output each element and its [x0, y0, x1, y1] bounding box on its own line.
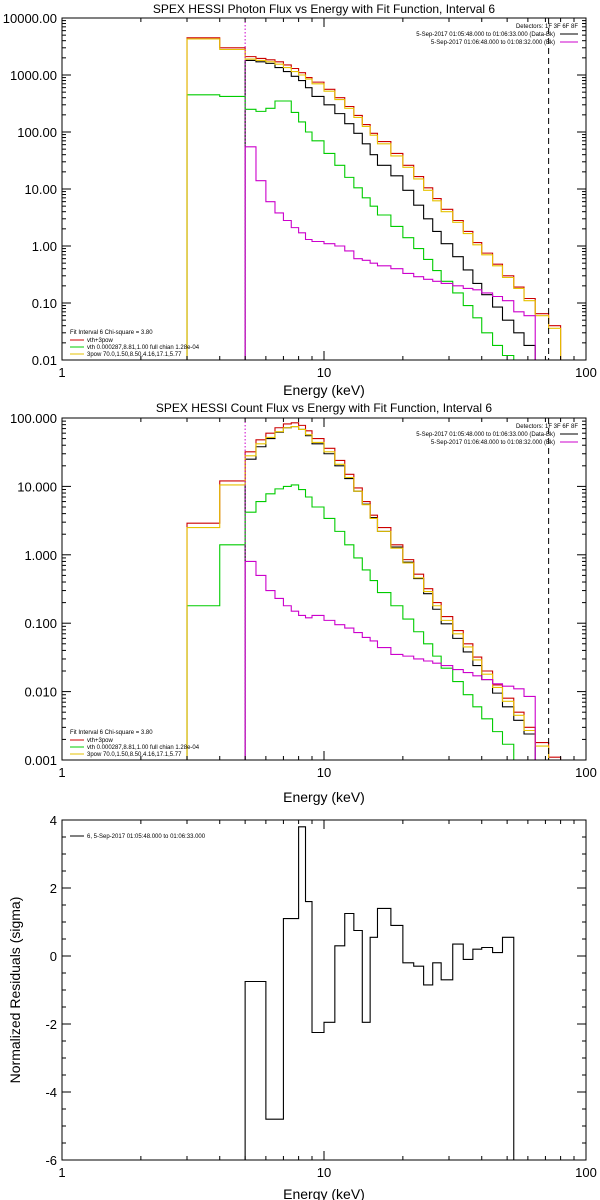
p0-xtick-label: 10	[317, 365, 331, 380]
p1-legend-entry-thermal: vth 0.000287,8.81,1.00 full chian 1.28e-…	[87, 745, 200, 751]
p2-series-6	[244, 826, 515, 1160]
p1-legend-entry-total: vth+3pow	[87, 738, 114, 744]
p2-legend-top: 6, 5-Sep-2017 01:05:48.000 to 01:06:33.0…	[70, 834, 206, 840]
p1-series-3pow	[186, 426, 562, 760]
p0-legend-top-entry-data: 5-Sep-2017 01:05:48.000 to 01:06:33.000 …	[416, 32, 555, 38]
p0-legend-entry-thermal: vth 0.000287,8.81,1.00 full chian 1.28e-…	[87, 345, 200, 351]
p2-ytick-label: 4	[50, 813, 57, 828]
p1-frame	[61, 417, 587, 761]
p1-ytick-label: 0.010	[24, 685, 57, 700]
p1-title: SPEX HESSI Count Flux vs Energy with Fit…	[156, 401, 492, 415]
p2-legend-entry: 6, 5-Sep-2017 01:05:48.000 to 01:06:33.0…	[87, 834, 206, 840]
p0-ytick-label: 1.00	[32, 239, 57, 254]
p0-series-vth	[186, 94, 515, 360]
p1-xtick-label: 100	[575, 765, 597, 780]
p1-legend-top: Detectors: 1F 3F 6F 8F 5-Sep-2017 01:05:…	[416, 424, 578, 446]
p0-series-3pow	[186, 38, 562, 360]
p2-xtick-label: 10	[317, 1165, 331, 1180]
p1-ytick-label: 0.100	[24, 616, 57, 631]
p2-ytick-label: -6	[45, 1153, 57, 1168]
p1-legend-top-header: Detectors: 1F 3F 6F 8F	[516, 424, 578, 430]
p0-xtick-label: 1	[58, 365, 65, 380]
p1-xtick-label: 10	[317, 765, 331, 780]
p2-xlabel: Energy (keV)	[283, 1186, 365, 1200]
p0-legend-top: Detectors: 1F 3F 6F 8F 5-Sep-2017 01:05:…	[416, 24, 578, 46]
p0-legend-top-header: Detectors: 1F 3F 6F 8F	[516, 24, 578, 30]
p0-legend-entry-total: vth+3pow	[87, 338, 114, 344]
p1-legend-bottom-header: Fit Interval 6 Chi-square = 3.80	[70, 730, 153, 736]
p0-ytick-label: 1000.00	[10, 68, 57, 83]
p2-xtick-label: 1	[58, 1165, 65, 1180]
residuals-panel: 1 10 100 -6 -4 -2 0 2 4 Energy (keV) Normalized…	[7, 813, 597, 1200]
p1-xtick-label: 1	[58, 765, 65, 780]
p0-series-data-bk	[244, 59, 536, 360]
p0-frame	[61, 17, 587, 361]
p0-ytick-label: 10.00	[24, 182, 57, 197]
p0-ytick-label: 100.00	[17, 125, 57, 140]
p1-xlabel: Energy (keV)	[283, 789, 365, 805]
p0-series-bk	[244, 146, 536, 360]
p1-legend-bottom: Fit Interval 6 Chi-square = 3.80 vth+3po…	[70, 730, 200, 758]
p1-ytick-label: 1.000	[24, 548, 57, 563]
count-flux-panel: SPEX HESSI Count Flux vs Energy with Fit…	[10, 401, 597, 805]
p0-xtick-label: 100	[575, 365, 597, 380]
p1-series-data-bk	[244, 426, 536, 760]
p1-legend-entry-powerlaw: 3pow 70.0,1.50,8.50,4.16,17.1,5.77	[87, 752, 182, 758]
p1-ytick-label: 100.000	[10, 411, 57, 426]
p0-ytick-label: 0.01	[32, 353, 57, 368]
p2-frame	[61, 819, 587, 1161]
p1-series-vth-3pow	[186, 422, 562, 760]
p1-ytick-label: 10.000	[17, 479, 57, 494]
p1-ytick-label: 0.001	[24, 753, 57, 768]
p2-ytick-label: 0	[50, 949, 57, 964]
p2-ytick-label: -4	[45, 1085, 57, 1100]
p0-xlabel: Energy (keV)	[283, 382, 365, 398]
p0-legend-bottom: Fit Interval 6 Chi-square = 3.80 vth+3po…	[70, 330, 200, 358]
p0-ytick-label: 10000.00	[3, 11, 57, 26]
p2-ylabel: Normalized Residuals (sigma)	[7, 897, 23, 1084]
p1-legend-top-entry-bk: 5-Sep-2017 01:06:48.000 to 01:08:32.000 …	[431, 440, 555, 446]
photon-flux-panel: SPEX HESSI Photon Flux vs Energy with Fi…	[3, 2, 597, 398]
p2-xtick-label: 100	[575, 1165, 597, 1180]
p0-legend-bottom-header: Fit Interval 6 Chi-square = 3.80	[70, 330, 153, 336]
p1-legend-top-entry-data: 5-Sep-2017 01:05:48.000 to 01:06:33.000 …	[416, 432, 555, 438]
p1-series-bk	[244, 560, 536, 760]
p0-legend-top-entry-bk: 5-Sep-2017 01:06:48.000 to 01:08:32.000 …	[431, 40, 555, 46]
p1-series-vth	[186, 484, 515, 760]
p0-legend-entry-powerlaw: 3pow 70.0,1.50,8.50,4.16,17.1,5.77	[87, 352, 182, 358]
p2-ytick-label: 2	[50, 881, 57, 896]
p0-series-vth-3pow	[186, 37, 562, 360]
p2-ytick-label: -2	[45, 1017, 57, 1032]
p0-ytick-label: 0.10	[32, 296, 57, 311]
p0-title: SPEX HESSI Photon Flux vs Energy with Fi…	[153, 2, 495, 16]
